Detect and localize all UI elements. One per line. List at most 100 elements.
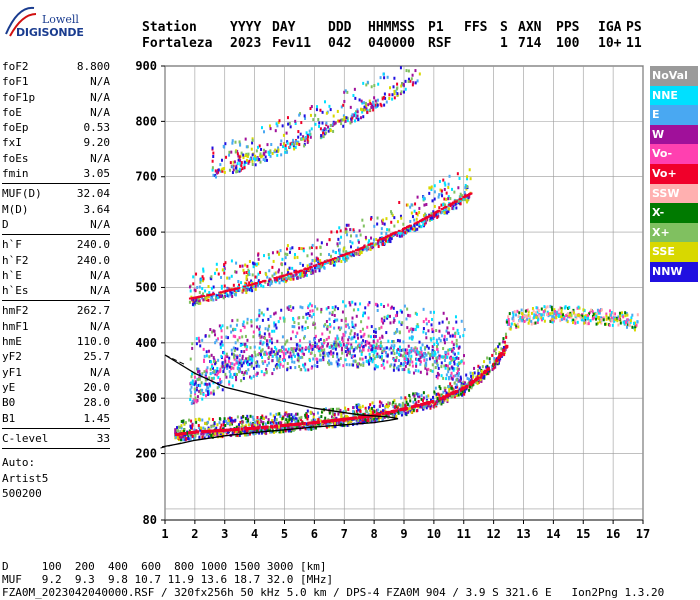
echo-point [611, 319, 614, 323]
echo-point [631, 325, 634, 329]
echo-point [452, 393, 455, 397]
echo-point [405, 317, 408, 321]
echo-point [636, 313, 639, 317]
echo-point [308, 340, 311, 344]
echo-point [267, 150, 270, 154]
echo-point [225, 335, 228, 339]
echo-point [368, 419, 371, 423]
echo-point [407, 368, 410, 372]
echo-point [207, 432, 210, 436]
echo-point [174, 433, 178, 437]
echo-point [521, 312, 524, 316]
echo-point [273, 321, 276, 325]
echo-point [201, 372, 204, 376]
echo-point [625, 322, 628, 326]
param-value: 8.800 [76, 60, 110, 73]
echo-point [466, 177, 469, 181]
echo-point [462, 383, 465, 387]
echo-point [236, 433, 239, 437]
echo-point [251, 261, 254, 265]
echo-point [286, 244, 289, 248]
echo-point [219, 432, 222, 436]
echo-point [238, 433, 241, 437]
echo-point [296, 358, 299, 362]
echo-point [409, 359, 412, 363]
echo-point [314, 334, 317, 338]
echo-point [255, 373, 258, 377]
echo-point [179, 432, 183, 436]
echo-point [220, 335, 223, 339]
echo-point [197, 336, 200, 340]
echo-point [293, 256, 296, 260]
echo-point [243, 166, 246, 170]
echo-point [447, 321, 450, 325]
header-label: IGA [598, 20, 622, 35]
echo-point [290, 337, 293, 341]
echo-point [332, 249, 335, 253]
echo-point [335, 259, 338, 263]
echo-point [393, 76, 396, 80]
echo-point [363, 412, 366, 416]
param-row: h`F 240.0 [2, 237, 110, 252]
echo-point [609, 313, 612, 317]
echo-point [256, 428, 259, 432]
echo-point [383, 415, 386, 419]
echo-point [269, 353, 272, 357]
echo-point [448, 367, 451, 371]
echo-point [200, 381, 203, 385]
echo-point [348, 347, 351, 351]
echo-point [621, 311, 624, 315]
echo-point [502, 345, 505, 349]
echo-point [424, 366, 427, 370]
echo-point [291, 324, 294, 328]
echo-point [210, 360, 213, 364]
echo-point [221, 364, 224, 368]
echo-point [199, 344, 202, 348]
echo-point [298, 425, 301, 429]
echo-point [362, 344, 365, 348]
echo-point [214, 362, 217, 366]
echo-point [278, 412, 281, 416]
echo-point [446, 355, 449, 359]
echo-point [256, 371, 259, 375]
echo-point [370, 236, 373, 240]
echo-point [301, 328, 304, 332]
echo-point [304, 346, 307, 350]
echo-point [404, 87, 407, 91]
echo-point [209, 276, 212, 280]
echo-point [239, 161, 242, 165]
echo-point [238, 336, 241, 340]
echo-point [374, 346, 377, 350]
echo-point [440, 365, 443, 369]
echo-point [392, 320, 395, 324]
header-value: 040000 [368, 36, 415, 51]
echo-point [404, 404, 407, 408]
echo-point [261, 348, 264, 352]
echo-point [204, 374, 207, 378]
echo-point [583, 319, 586, 323]
echo-point [237, 363, 240, 367]
echo-point [279, 249, 282, 253]
echo-point [595, 314, 598, 318]
echo-point [294, 119, 297, 123]
echo-point [414, 369, 417, 373]
echo-point [382, 304, 385, 308]
echo-point [435, 359, 438, 363]
echo-point [607, 316, 610, 320]
echo-point [361, 327, 364, 331]
echo-point [408, 349, 411, 353]
echo-point [227, 418, 230, 422]
echo-point [376, 419, 379, 423]
echo-point [322, 131, 325, 135]
echo-point [406, 361, 409, 365]
echo-point [219, 426, 222, 430]
echo-point [189, 388, 192, 392]
echo-point [211, 434, 214, 438]
echo-point [364, 101, 367, 105]
echo-point [278, 421, 281, 425]
echo-point [198, 299, 201, 303]
echo-point [318, 269, 321, 273]
echo-point [266, 363, 269, 367]
echo-point [331, 260, 334, 264]
echo-point [228, 356, 231, 360]
